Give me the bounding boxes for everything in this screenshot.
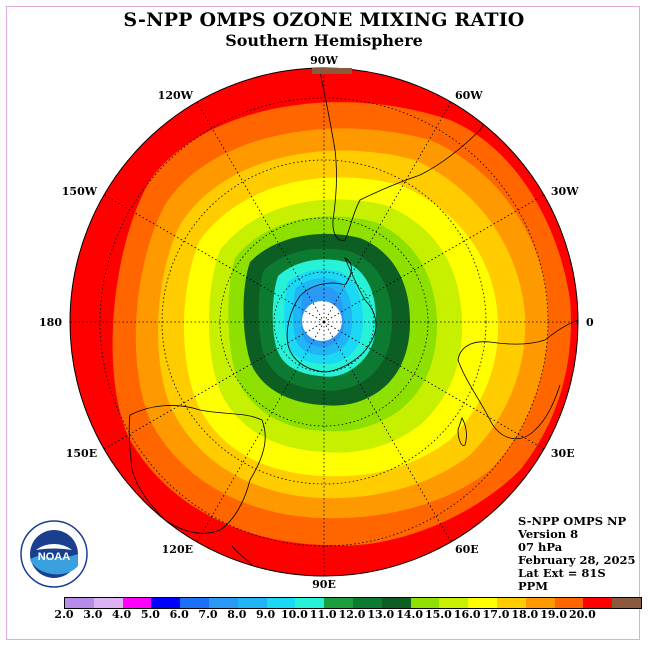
info-lat-extent: Lat Ext = 81S — [518, 566, 606, 580]
lon-label-90w: 90W — [310, 54, 338, 67]
rim-max-patch — [312, 68, 352, 74]
lon-label-120w: 120W — [158, 89, 194, 102]
graticule — [70, 68, 578, 576]
colorbar-tick: 9.0 — [256, 608, 276, 621]
plot-frame — [6, 6, 640, 640]
africa-coast — [457, 319, 578, 439]
colorbar-swatch-14 — [439, 598, 469, 608]
colorbar-swatch-10 — [324, 598, 353, 608]
info-panel: S-NPP OMPS NP Version 8 07 hPa February … — [518, 515, 636, 593]
colorbar-swatch-16 — [496, 598, 526, 608]
lon-label-60e: 60E — [455, 543, 479, 556]
colorbar-tick: 14.0 — [396, 608, 423, 621]
colorbar-swatch-4 — [151, 598, 181, 608]
colorbar-tick: 6.0 — [169, 608, 189, 621]
lon-label-90e: 90E — [312, 578, 336, 591]
map-subtitle: Southern Hemisphere — [225, 31, 423, 50]
colorbar-tick: 2.0 — [54, 608, 74, 621]
colorbar-swatch-6 — [208, 598, 238, 608]
info-version: Version 8 — [518, 527, 579, 541]
colorbar-swatch-17 — [525, 598, 555, 608]
info-instrument: S-NPP OMPS NP — [518, 514, 627, 528]
lat-circle-70 — [273, 271, 375, 373]
colorbar-tick: 3.0 — [83, 608, 103, 621]
colorbar-tick: 8.0 — [227, 608, 247, 621]
colorbar-swatch-11 — [352, 598, 382, 608]
colorbar-tick: 11.0 — [309, 608, 337, 621]
colorbar-tick: 17.0 — [482, 608, 510, 621]
info-date: February 28, 2025 — [518, 553, 636, 567]
antarctica-coast — [286, 257, 377, 373]
colorbar-swatch-8 — [266, 598, 296, 608]
colorbar-ticks: 2.0 3.0 4.0 5.0 6.0 7.0 8.0 9.0 10.0 11.0 12.0 13.0… — [0, 607, 648, 623]
lon-label-0: 0 — [586, 316, 594, 329]
colorbar-tick: 15.0 — [424, 608, 452, 621]
info-pressure: 07 hPa — [518, 540, 563, 554]
lon-label-30e: 30E — [551, 447, 575, 460]
logo-text: NOAA — [38, 551, 70, 563]
colorbar-swatch-18 — [554, 598, 584, 608]
colorbar-swatch-20 — [612, 598, 641, 608]
colorbar-swatch-12 — [381, 598, 411, 608]
lon-label-150w: 150W — [62, 185, 98, 198]
info-units: PPM — [518, 579, 549, 593]
colorbar-swatch-19 — [583, 598, 613, 608]
polar-gap — [302, 301, 342, 341]
colorbar-swatch-7 — [237, 598, 267, 608]
lon-label-60w: 60W — [455, 89, 483, 102]
colorbar-swatch-1 — [65, 598, 94, 608]
ozone-contours — [70, 68, 578, 576]
colorbar-swatch-9 — [295, 598, 325, 608]
madagascar-coast — [457, 417, 467, 447]
colorbar-tick: 13.0 — [367, 608, 395, 621]
longitude-labels: 0 30E 60E 90E 120E 150E 180 150W 120W 90W 60W 30W — [39, 54, 594, 591]
lon-label-180: 180 — [39, 316, 62, 329]
colorbar — [64, 597, 642, 609]
colorbar-swatch-15 — [468, 598, 497, 608]
colorbar-tick: 18.0 — [511, 608, 539, 621]
colorbar-tick: 5.0 — [140, 608, 160, 621]
colorbar-tick: 4.0 — [112, 608, 132, 621]
australia-coast — [128, 405, 266, 534]
lon-label-120e: 120E — [162, 543, 193, 556]
colorbar-tick: 16.0 — [453, 608, 481, 621]
lat-circle-50 — [161, 159, 487, 485]
colorbar-tick: 19.0 — [540, 608, 567, 621]
noaa-logo: NOAA — [20, 520, 88, 588]
colorbar-tick: 7.0 — [198, 608, 218, 621]
colorbar-tick: 12.0 — [338, 608, 366, 621]
colorbar-swatch-5 — [180, 598, 209, 608]
colorbar-tick: 20.0 — [568, 608, 596, 621]
colorbar-swatch-2 — [93, 598, 123, 608]
map-title: S-NPP OMPS OZONE MIXING RATIO — [123, 9, 525, 31]
colorbar-tick: 10.0 — [280, 608, 308, 621]
colorbar-swatch-3 — [122, 598, 152, 608]
lon-label-30w: 30W — [551, 185, 579, 198]
lon-label-150e: 150E — [66, 447, 97, 460]
colorbar-swatch-13 — [410, 598, 440, 608]
